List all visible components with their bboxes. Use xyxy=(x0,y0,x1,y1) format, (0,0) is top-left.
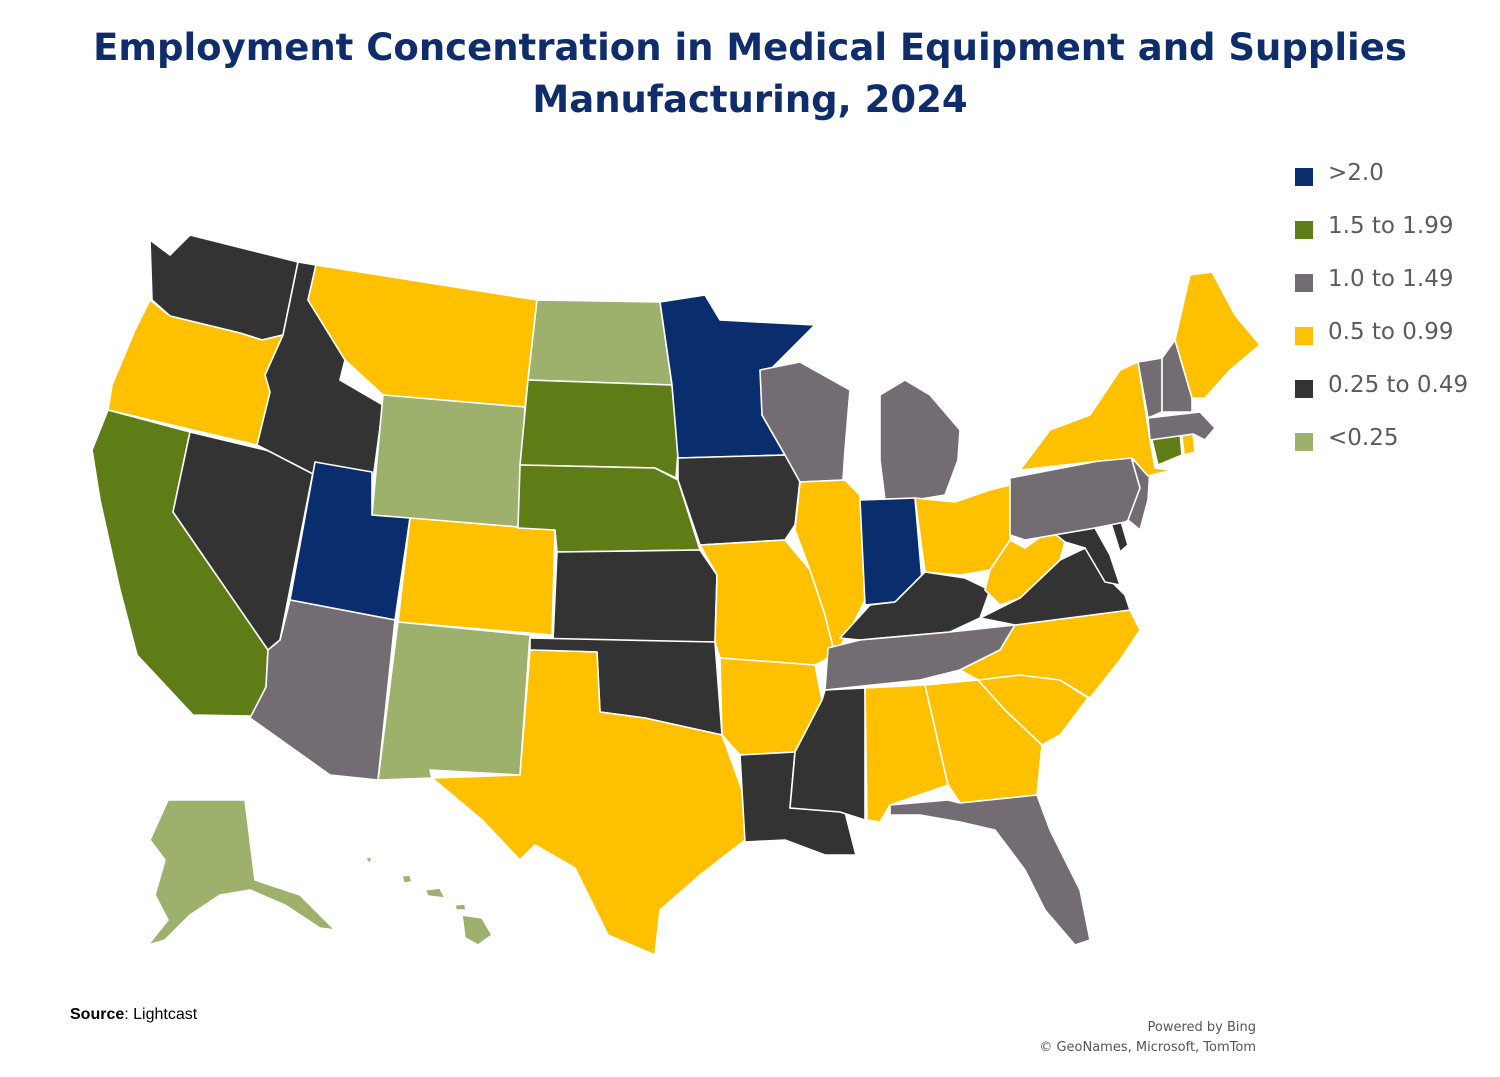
source-label: Source xyxy=(70,1006,125,1023)
map-attribution: Powered by Bing © GeoNames, Microsoft, T… xyxy=(1010,1018,1256,1058)
state-fl[interactable] xyxy=(889,794,1091,946)
title-line-2: Manufacturing, 2024 xyxy=(532,78,968,121)
legend-label: 1.0 to 1.49 xyxy=(1328,266,1454,292)
powered-by-text: Powered by Bing xyxy=(1147,1020,1256,1035)
copyright-text: © GeoNames, Microsoft, TomTom xyxy=(1039,1040,1256,1055)
state-hi[interactable] xyxy=(364,856,493,946)
legend-swatch xyxy=(1295,221,1313,239)
legend-swatch xyxy=(1295,274,1313,292)
legend-swatch xyxy=(1295,433,1313,451)
state-il[interactable] xyxy=(794,479,866,656)
state-nm[interactable] xyxy=(377,621,531,781)
source-note: Source: Lightcast xyxy=(70,1006,197,1024)
state-ma[interactable] xyxy=(1147,411,1216,441)
legend-swatch xyxy=(1295,380,1313,398)
title-line-1: Employment Concentration in Medical Equi… xyxy=(93,26,1407,69)
legend-label: <0.25 xyxy=(1328,425,1399,451)
state-nc[interactable] xyxy=(959,609,1141,699)
legend-label: 0.25 to 0.49 xyxy=(1328,372,1469,398)
state-az[interactable] xyxy=(249,599,396,781)
state-wv[interactable] xyxy=(984,529,1066,606)
state-ny[interactable] xyxy=(1019,361,1173,477)
state-co[interactable] xyxy=(397,517,556,636)
state-ri[interactable] xyxy=(1181,433,1196,456)
legend-label: >2.0 xyxy=(1328,160,1384,186)
state-me[interactable] xyxy=(1174,271,1261,399)
map-title: Employment Concentration in Medical Equi… xyxy=(0,22,1500,126)
legend-label: 1.5 to 1.99 xyxy=(1328,213,1454,239)
legend-swatch xyxy=(1295,327,1313,345)
source-value: : Lightcast xyxy=(124,1006,198,1023)
state-ak[interactable] xyxy=(147,799,336,946)
state-ia[interactable] xyxy=(677,454,801,546)
state-wy[interactable] xyxy=(371,394,526,531)
state-sd[interactable] xyxy=(519,379,679,479)
state-nh[interactable] xyxy=(1161,339,1193,413)
state-nd[interactable] xyxy=(527,299,673,386)
legend-swatch xyxy=(1295,168,1313,186)
legend-label: 0.5 to 0.99 xyxy=(1328,319,1454,345)
state-mi[interactable] xyxy=(879,379,961,501)
state-mo[interactable] xyxy=(699,539,836,666)
state-tx[interactable] xyxy=(431,649,746,956)
state-ks[interactable] xyxy=(552,549,718,643)
state-ms[interactable] xyxy=(789,687,866,821)
